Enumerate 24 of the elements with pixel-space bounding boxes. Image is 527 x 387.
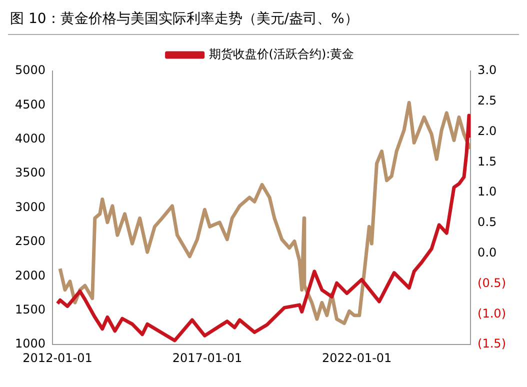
y-tick-label: 5000 [14, 63, 46, 78]
y2-tick-label: 2.5 [478, 94, 497, 108]
y2-tick-label: 1.0 [478, 184, 497, 199]
y-tick-label: 4500 [14, 97, 46, 112]
y-tick-label: 3500 [14, 166, 46, 180]
y2-tick-label: (0.5) [478, 276, 506, 290]
y-tick-label: 2000 [14, 268, 46, 282]
x-tick-label: 2012-01-01 [22, 350, 92, 365]
y2-tick-label: 1.5 [478, 154, 497, 168]
x-tick-label: 2022-01-01 [322, 350, 392, 365]
y-tick-label: 4000 [14, 132, 46, 146]
y-tick-label: 1000 [14, 336, 46, 351]
x-tick-label: 2017-01-01 [172, 350, 242, 365]
legend-label: 期货收盘价(活跃合约):黄金 [208, 47, 354, 62]
y2-tick-label: (1.5) [478, 336, 506, 351]
chart-title: 图 10：黄金价格与美国实际利率走势（美元/盎司、%） [8, 8, 519, 35]
y-tick-label: 2500 [14, 234, 46, 248]
y2-tick-label: 0.0 [478, 246, 497, 260]
y-tick-label: 3000 [14, 200, 46, 214]
y2-tick-label: (1.0) [478, 306, 506, 320]
y2-tick-label: 0.5 [478, 215, 497, 230]
y2-tick-label: 2.0 [478, 124, 497, 138]
y2-tick-label: 3.0 [478, 63, 497, 78]
y-tick-label: 1500 [14, 302, 46, 317]
